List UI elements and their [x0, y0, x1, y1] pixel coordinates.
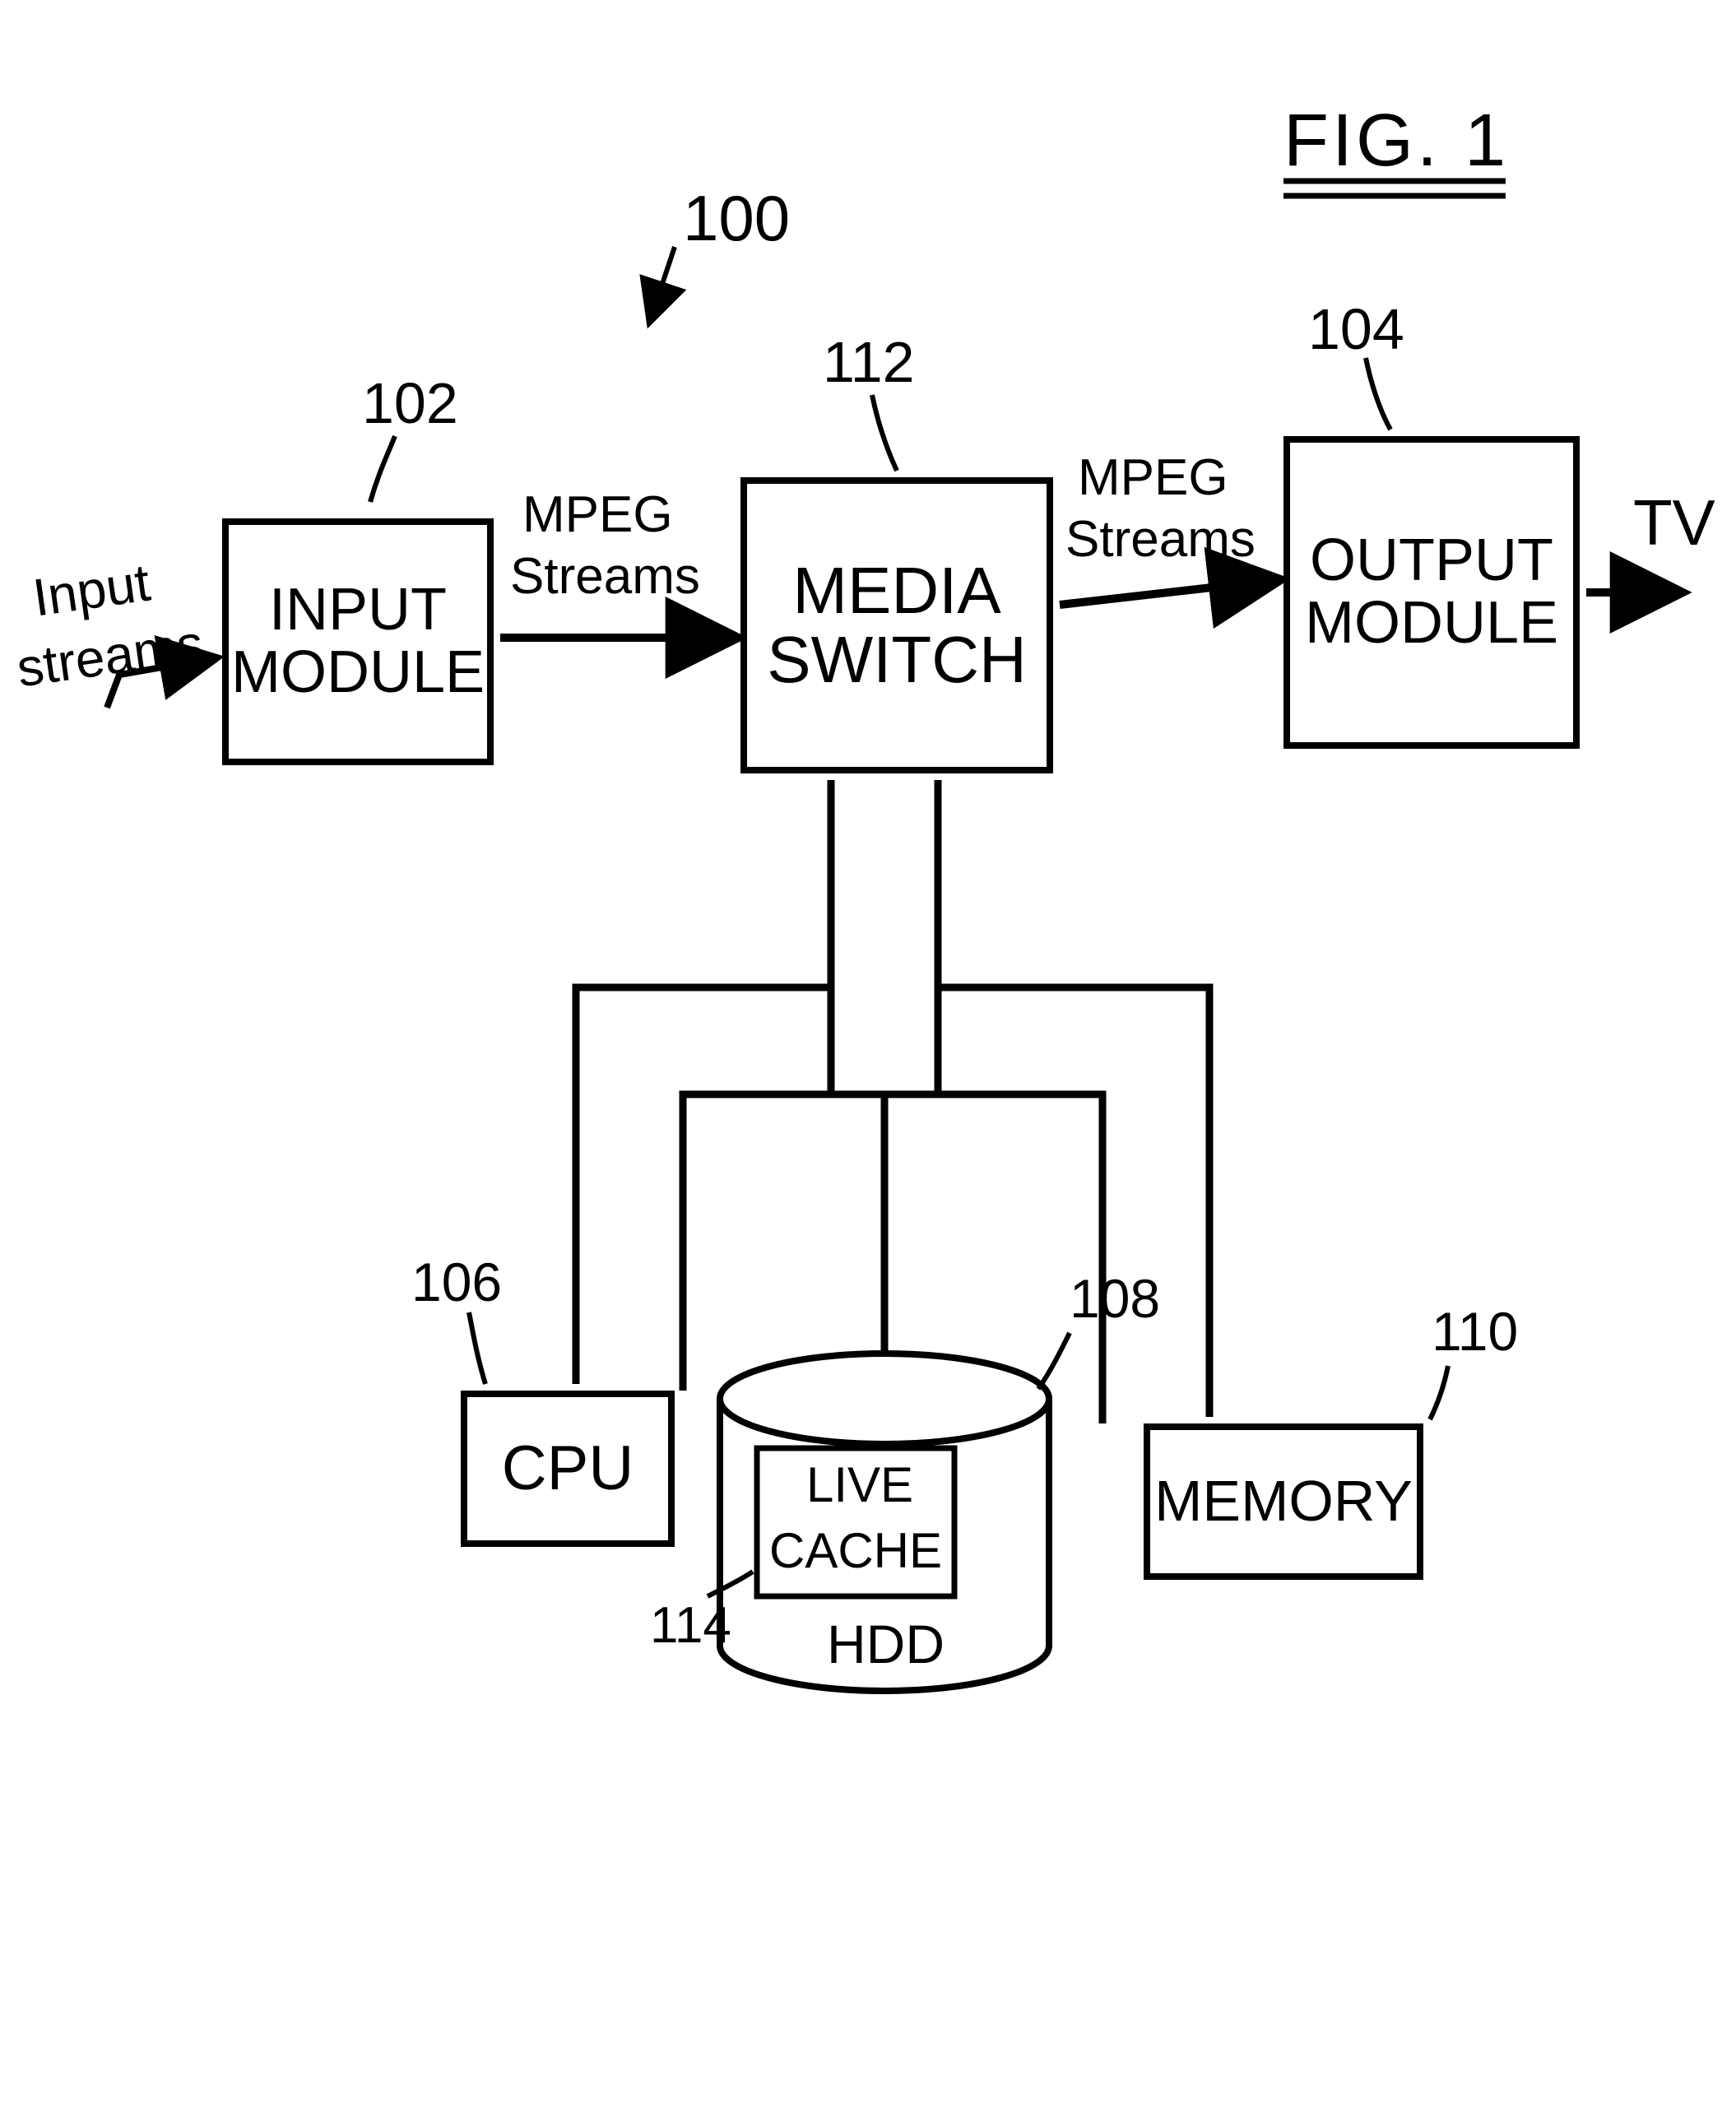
hdd-cache-label: CACHE — [769, 1522, 942, 1579]
label-mpeg-2a: MPEG — [1078, 448, 1228, 507]
media-switch-line1: MEDIA — [792, 556, 1000, 625]
ref-114: 114 — [650, 1596, 731, 1655]
ref-106: 106 — [411, 1251, 502, 1313]
media-switch-box: MEDIA SWITCH — [740, 477, 1053, 773]
input-module-line2: MODULE — [231, 642, 485, 704]
label-input-streams-1: Input — [30, 551, 154, 628]
memory-label: MEMORY — [1154, 1471, 1413, 1532]
input-module-box: INPUT MODULE — [222, 518, 494, 765]
ref-112: 112 — [823, 329, 915, 395]
diagram-wires — [0, 0, 1736, 2113]
input-module-line1: INPUT — [269, 579, 447, 642]
cpu-box: CPU — [461, 1391, 675, 1547]
ref-108: 108 — [1070, 1267, 1160, 1330]
hdd-live-label: LIVE — [790, 1456, 930, 1513]
cpu-label: CPU — [502, 1436, 634, 1502]
label-mpeg-1a: MPEG — [522, 485, 673, 544]
label-mpeg-1b: Streams — [510, 547, 700, 606]
ref-110: 110 — [1432, 1300, 1518, 1363]
output-module-line2: MODULE — [1305, 592, 1558, 655]
hdd-label: HDD — [827, 1613, 945, 1675]
ref-104: 104 — [1308, 296, 1404, 362]
label-tv: TV — [1633, 485, 1715, 560]
edge-media-to-output — [1060, 580, 1277, 605]
ref-102: 102 — [362, 370, 458, 436]
media-switch-line2: SWITCH — [767, 625, 1027, 694]
label-mpeg-2b: Streams — [1065, 510, 1256, 569]
ref-100: 100 — [683, 181, 790, 256]
memory-box: MEMORY — [1144, 1423, 1423, 1580]
figure-title: FIG. 1 — [1283, 99, 1509, 183]
output-module-box: OUTPUT MODULE — [1283, 436, 1580, 749]
output-module-line1: OUTPUT — [1310, 530, 1553, 592]
